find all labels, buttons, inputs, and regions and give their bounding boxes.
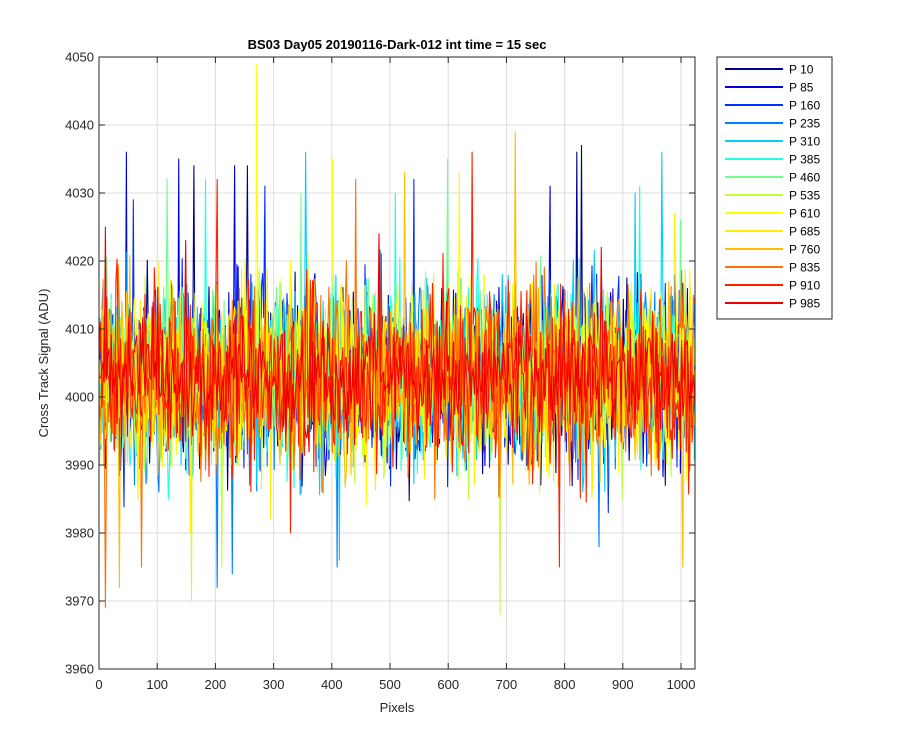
legend-label: P 460 — [789, 171, 820, 185]
legend-label: P 160 — [789, 99, 820, 113]
legend-label: P 310 — [789, 135, 820, 149]
y-tick-label: 3990 — [65, 458, 94, 473]
y-tick-label: 4040 — [65, 118, 94, 133]
legend-label: P 835 — [789, 261, 820, 275]
x-tick-label: 400 — [321, 677, 343, 692]
x-tick-label: 200 — [205, 677, 227, 692]
legend-label: P 910 — [789, 279, 820, 293]
legend-box — [716, 56, 833, 320]
ticks: 0 100 200 300 400 500 600 700 800 900 1000 3960 3970… — [65, 50, 695, 693]
x-tick-label: 1000 — [667, 677, 696, 692]
x-axis-label: Pixels — [380, 700, 415, 715]
x-tick-label: 0 — [95, 677, 102, 692]
y-tick-label: 3980 — [65, 526, 94, 541]
x-tick-label: 300 — [263, 677, 285, 692]
series-line-p-835 — [99, 178, 695, 609]
x-tick-label: 500 — [379, 677, 401, 692]
y-axis-label: Cross Track Signal (ADU) — [36, 289, 51, 438]
legend-label: P 685 — [789, 225, 820, 239]
series-layer — [99, 63, 695, 616]
chart-title: BS03 Day05 20190116-Dark-012 int time = … — [248, 37, 547, 52]
y-tick-label: 4010 — [65, 322, 94, 337]
legend: P 10 P 85 P 160 P 235 P 310 P 385 P 460 P 535 P … — [716, 56, 833, 320]
y-tick-label: 3960 — [65, 662, 94, 677]
legend-label: P 10 — [789, 63, 814, 77]
x-tick-label: 700 — [496, 677, 518, 692]
y-tick-label: 4030 — [65, 186, 94, 201]
series-line-p-985 — [99, 226, 695, 453]
x-tick-label: 100 — [146, 677, 168, 692]
x-tick-label: 900 — [612, 677, 634, 692]
x-tick-label: 800 — [554, 677, 576, 692]
y-tick-label: 4050 — [65, 50, 94, 65]
legend-label: P 985 — [789, 297, 820, 311]
axes-box — [98, 56, 696, 670]
legend-label: P 760 — [789, 243, 820, 257]
y-tick-label: 4000 — [65, 390, 94, 405]
x-tick-label: 600 — [437, 677, 459, 692]
legend-label: P 85 — [789, 81, 814, 95]
y-tick-label: 4020 — [65, 254, 94, 269]
legend-label: P 535 — [789, 189, 820, 203]
legend-label: P 610 — [789, 207, 820, 221]
legend-label: P 235 — [789, 117, 820, 131]
legend-label: P 385 — [789, 153, 820, 167]
y-tick-label: 3970 — [65, 594, 94, 609]
